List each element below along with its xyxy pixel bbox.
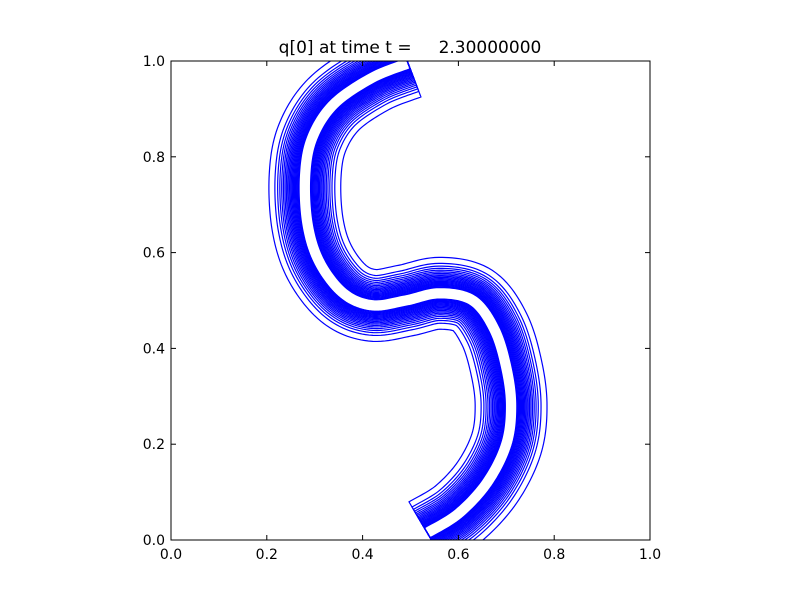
y-tick-label: 0.4 xyxy=(143,341,165,357)
contour-line xyxy=(295,61,521,540)
contour-line xyxy=(281,61,535,540)
contour-lines xyxy=(268,61,548,540)
contour-line xyxy=(294,61,522,540)
contour-line xyxy=(289,61,527,540)
x-tick-label: 0.6 xyxy=(447,547,469,563)
contour-line xyxy=(287,61,529,540)
plot-frame xyxy=(170,60,651,541)
x-tick-label: 0.2 xyxy=(256,547,278,563)
x-tick-label: 1.0 xyxy=(639,547,661,563)
y-tick-label: 0.2 xyxy=(143,437,165,453)
y-tick-label: 0.6 xyxy=(143,246,165,262)
contour-line xyxy=(282,61,534,540)
x-tick-label: 0.4 xyxy=(351,547,373,563)
contour-line xyxy=(296,61,520,540)
contour-line xyxy=(279,61,537,540)
y-axis: 0.0 0.2 0.4 0.6 0.8 1.0 xyxy=(143,54,650,549)
contour-line xyxy=(290,61,526,540)
contour-line xyxy=(293,61,523,540)
contour-line xyxy=(288,61,528,540)
y-tick-label: 0.8 xyxy=(143,150,165,166)
contour-line xyxy=(274,61,542,540)
contour-line xyxy=(292,61,524,540)
contour-line xyxy=(298,61,518,539)
y-tick-label: 0.0 xyxy=(143,533,165,549)
contour-line xyxy=(291,61,525,540)
x-axis: 0.0 0.2 0.4 0.6 0.8 1.0 xyxy=(160,61,661,563)
y-tick-label: 1.0 xyxy=(143,54,165,70)
chart-title: q[0] at time t = 2.30000000 xyxy=(279,38,542,58)
x-tick-label: 0.8 xyxy=(543,547,565,563)
contour-line xyxy=(277,61,539,540)
contour-line xyxy=(285,61,531,540)
contour-line xyxy=(284,61,532,540)
contour-line xyxy=(297,61,519,540)
x-tick-label: 0.0 xyxy=(160,547,182,563)
